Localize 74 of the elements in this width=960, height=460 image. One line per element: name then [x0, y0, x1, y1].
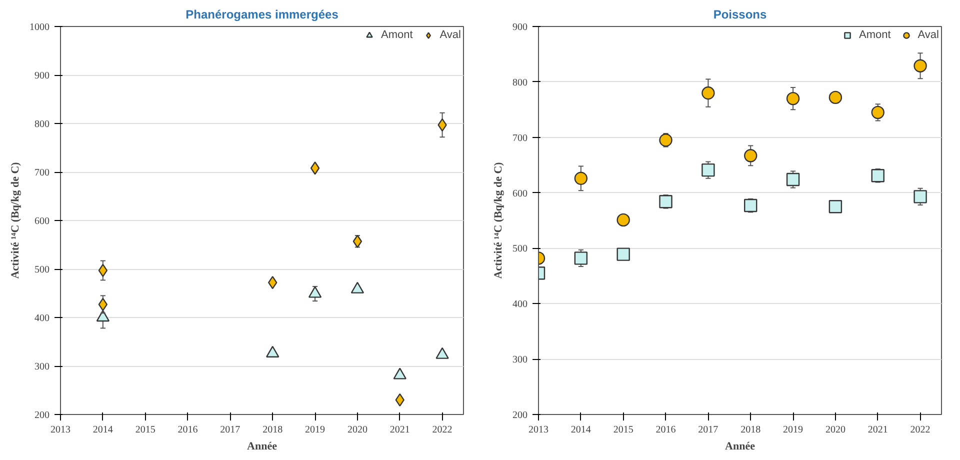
- legend-label: Aval: [918, 29, 939, 41]
- point: [659, 134, 672, 147]
- y-tick-label: 500: [512, 244, 528, 255]
- point: [744, 149, 758, 162]
- point: [98, 298, 108, 312]
- y-tick-label: 700: [34, 168, 50, 178]
- x-tick-label: 2021: [390, 424, 410, 436]
- x-tick-label: 2016: [178, 424, 198, 436]
- y-tick-label: 200: [34, 410, 50, 421]
- y-tick-label: 800: [512, 77, 528, 88]
- x-tick-label: 2014: [92, 424, 113, 436]
- x-tick-label: 2022: [432, 424, 452, 436]
- x-tick-label: 2020: [347, 424, 368, 436]
- point: [616, 248, 630, 261]
- x-tick-label: 2013: [50, 424, 70, 436]
- y-tick-label: 400: [512, 299, 528, 310]
- y-tick-label: 800: [34, 119, 50, 130]
- point: [828, 200, 842, 214]
- point: [744, 198, 758, 212]
- y-tick-label: 200: [512, 410, 528, 421]
- point: [310, 162, 320, 175]
- point: [574, 252, 588, 265]
- x-axis-title: Année: [247, 440, 278, 452]
- legend-label: Amont: [859, 29, 891, 41]
- x-tick-label: 2018: [262, 424, 283, 436]
- point: [871, 169, 884, 182]
- x-tick-label: 2013: [528, 424, 548, 436]
- point: [871, 106, 884, 119]
- point: [702, 86, 715, 100]
- x-tick-label: 2017: [220, 424, 240, 436]
- chart-title: Poissons: [713, 8, 767, 22]
- y-tick-label: 300: [512, 354, 528, 366]
- y-tick-label: 1000: [30, 22, 50, 33]
- y-tick-label: 400: [34, 313, 50, 324]
- point: [393, 368, 406, 380]
- x-tick-label: 2022: [910, 424, 930, 436]
- point: [350, 282, 364, 294]
- y-tick-label: 300: [34, 362, 50, 372]
- y-axis-title: Activité ¹⁴C (Bq/kg de C): [492, 162, 504, 279]
- point: [786, 172, 800, 186]
- point: [659, 195, 672, 208]
- legend-label: Amont: [381, 29, 413, 41]
- y-tick-label: 900: [34, 70, 50, 82]
- point: [266, 346, 280, 358]
- x-tick-label: 2018: [740, 424, 761, 436]
- y-tick-label: 700: [512, 132, 528, 144]
- point: [702, 163, 715, 177]
- point: [98, 264, 108, 278]
- point: [616, 213, 630, 227]
- point: [828, 90, 842, 104]
- point: [574, 172, 588, 185]
- x-tick-label: 2021: [868, 424, 888, 436]
- x-tick-label: 2014: [570, 424, 591, 436]
- y-tick-label: 600: [512, 188, 528, 200]
- point: [914, 59, 927, 72]
- x-tick-label: 2015: [135, 424, 156, 436]
- chart-title: Phanérogames immergées: [186, 8, 339, 22]
- point: [914, 190, 927, 204]
- x-tick-label: 2017: [698, 424, 718, 436]
- y-tick-label: 900: [512, 22, 528, 33]
- x-tick-label: 2016: [656, 424, 676, 436]
- point: [96, 310, 110, 322]
- y-axis-title: Activité ¹⁴C (Bq/kg de C): [10, 162, 22, 279]
- y-tick-label: 500: [34, 264, 50, 276]
- y-tick-label: 600: [34, 216, 50, 227]
- point: [436, 347, 449, 359]
- point: [308, 286, 322, 298]
- x-tick-label: 2015: [613, 424, 634, 436]
- point: [786, 92, 800, 106]
- x-tick-label: 2019: [305, 424, 326, 436]
- x-tick-label: 2019: [783, 424, 804, 436]
- x-tick-label: 2020: [825, 424, 846, 436]
- legend-label: Aval: [440, 29, 461, 41]
- x-axis-title: Année: [725, 440, 756, 452]
